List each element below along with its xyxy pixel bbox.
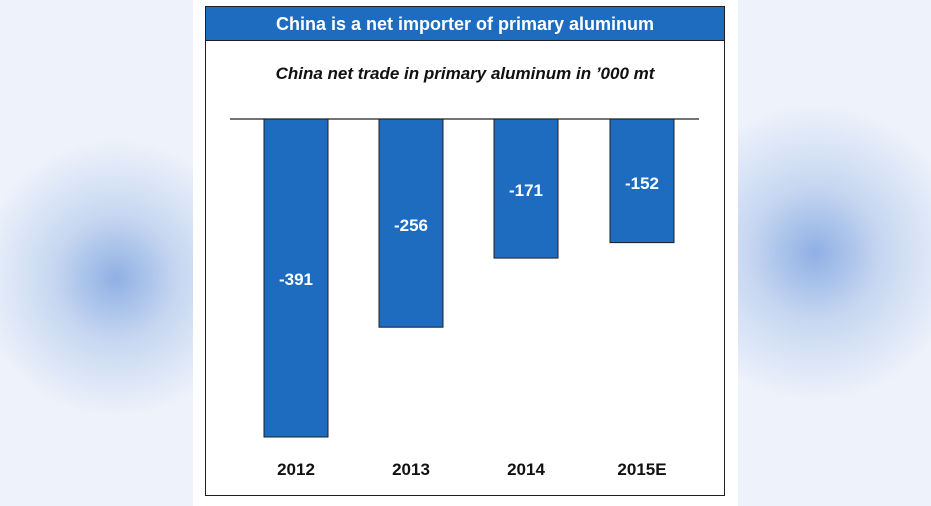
bar-2015E bbox=[609, 118, 675, 244]
chart-frame: China is a net importer of primary alumi… bbox=[205, 6, 725, 496]
chart-card: China is a net importer of primary alumi… bbox=[193, 0, 738, 506]
chart-subtitle: China net trade in primary aluminum in ’… bbox=[275, 64, 655, 83]
background-left bbox=[0, 0, 193, 506]
background-right bbox=[738, 0, 931, 506]
chart-title: China is a net importer of primary alumi… bbox=[206, 7, 724, 41]
x-tick-label-2014: 2014 bbox=[507, 460, 545, 479]
bar-2013 bbox=[378, 118, 444, 328]
bar-value-label-2015E: -152 bbox=[625, 174, 659, 193]
x-tick-label-2012: 2012 bbox=[277, 460, 315, 479]
bar-value-label-2012: -391 bbox=[279, 270, 313, 289]
bar-value-label-2014: -171 bbox=[509, 181, 543, 200]
x-tick-label-2013: 2013 bbox=[392, 460, 430, 479]
x-tick-label-2015E: 2015E bbox=[617, 460, 666, 479]
bar-2014 bbox=[493, 118, 559, 259]
bar-2012 bbox=[263, 118, 329, 438]
bar-chart: -391 2012 -256 2013 -171 2014 -152 2015E bbox=[230, 118, 699, 479]
bar-value-label-2013: -256 bbox=[394, 216, 428, 235]
